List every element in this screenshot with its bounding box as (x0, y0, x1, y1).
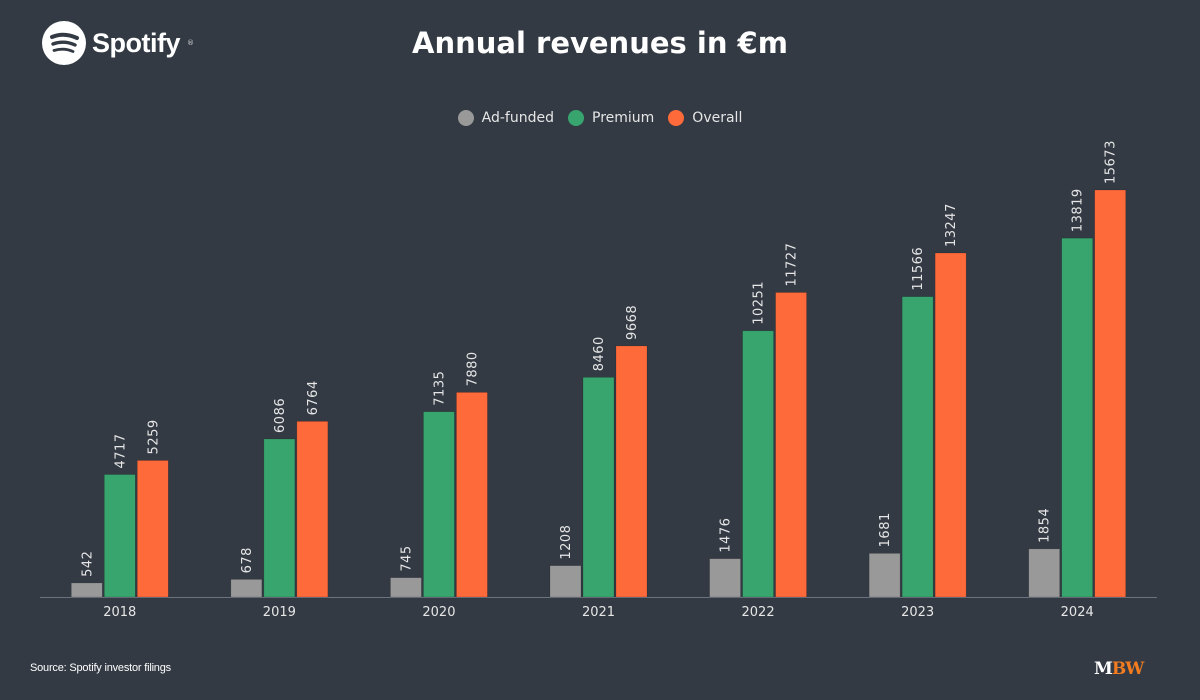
legend-label-overall: Overall (692, 110, 743, 126)
mbw-logo: MBW (1094, 659, 1144, 679)
spotify-logo-icon (42, 21, 86, 65)
data-label-overall-2022: 11727 (785, 243, 800, 287)
legend-item-ad-funded[interactable]: Ad-funded (457, 110, 554, 126)
legend-swatch-ad-funded (457, 110, 474, 126)
bar-ad-funded-2019[interactable] (230, 579, 263, 598)
bar-overall-2020[interactable] (456, 392, 488, 598)
legend-swatch-overall (668, 110, 685, 126)
data-label-ad-funded-2019: 678 (240, 547, 255, 573)
data-label-ad-funded-2020: 745 (399, 545, 414, 571)
data-label-ad-funded-2023: 1681 (878, 512, 893, 547)
bar-premium-2024[interactable] (1061, 237, 1094, 598)
spotify-logo: Spotify ® (42, 21, 194, 65)
data-label-premium-2022: 10251 (752, 281, 767, 325)
bar-ad-funded-2021[interactable] (549, 565, 582, 598)
bar-overall-2023[interactable] (934, 252, 967, 598)
bar-premium-2021[interactable] (582, 377, 615, 598)
legend-swatch-premium (568, 110, 584, 126)
x-tick-label-2021: 2021 (582, 605, 615, 620)
data-label-overall-2018: 5259 (146, 419, 161, 454)
bar-overall-2021[interactable] (615, 345, 648, 598)
legend-item-premium[interactable]: Premium (568, 110, 654, 126)
bar-premium-2022[interactable] (742, 330, 774, 598)
x-tick-label-2023: 2023 (901, 605, 934, 620)
data-label-overall-2019: 6764 (306, 380, 321, 415)
data-label-ad-funded-2022: 1476 (719, 518, 734, 553)
bar-ad-funded-2020[interactable] (390, 577, 422, 598)
bar-overall-2019[interactable] (296, 421, 329, 598)
legend-label-ad-funded: Ad-funded (481, 110, 554, 126)
registered-mark: ® (187, 39, 194, 47)
data-label-premium-2021: 8460 (592, 336, 607, 371)
data-label-ad-funded-2018: 542 (80, 551, 95, 577)
bar-ad-funded-2023[interactable] (868, 553, 901, 598)
source-note: Source: Spotify investor filings (30, 662, 171, 674)
chart-legend: Ad-funded Premium Overall (0, 110, 1200, 126)
bar-premium-2018[interactable] (103, 474, 136, 598)
x-tick-label-2024: 2024 (1061, 605, 1094, 620)
data-label-premium-2018: 4717 (113, 433, 128, 468)
data-label-premium-2023: 11566 (911, 247, 926, 291)
x-tick-label-2020: 2020 (422, 605, 455, 620)
data-label-overall-2024: 15673 (1104, 140, 1119, 184)
legend-item-overall[interactable]: Overall (668, 110, 742, 126)
x-tick-label-2022: 2022 (742, 605, 775, 620)
x-tick-label-2018: 2018 (103, 605, 136, 620)
data-label-overall-2023: 13247 (944, 203, 959, 247)
bar-ad-funded-2024[interactable] (1028, 548, 1061, 598)
brand-name: Spotify (92, 27, 181, 58)
bar-overall-2024[interactable] (1094, 189, 1127, 598)
bar-premium-2020[interactable] (423, 411, 455, 598)
data-label-overall-2021: 9668 (625, 305, 640, 340)
data-label-premium-2020: 7135 (432, 371, 447, 406)
data-label-overall-2020: 7880 (465, 351, 480, 386)
bar-ad-funded-2018[interactable] (70, 582, 103, 598)
data-label-ad-funded-2021: 1208 (559, 525, 574, 560)
mbw-logo-m: M (1094, 659, 1113, 679)
bar-premium-2023[interactable] (901, 296, 934, 598)
data-label-premium-2024: 13819 (1071, 188, 1086, 232)
x-tick-label-2019: 2019 (263, 605, 296, 620)
bar-overall-2022[interactable] (775, 292, 807, 598)
data-label-premium-2019: 6086 (273, 398, 288, 433)
bar-ad-funded-2022[interactable] (709, 558, 741, 598)
data-label-ad-funded-2024: 1854 (1038, 508, 1053, 543)
legend-label-premium: Premium (592, 110, 655, 126)
chart-title: Annual revenues in €m (412, 26, 788, 60)
bar-overall-2018[interactable] (136, 460, 169, 598)
bar-premium-2019[interactable] (263, 438, 296, 598)
mbw-logo-bw: BW (1111, 659, 1144, 679)
